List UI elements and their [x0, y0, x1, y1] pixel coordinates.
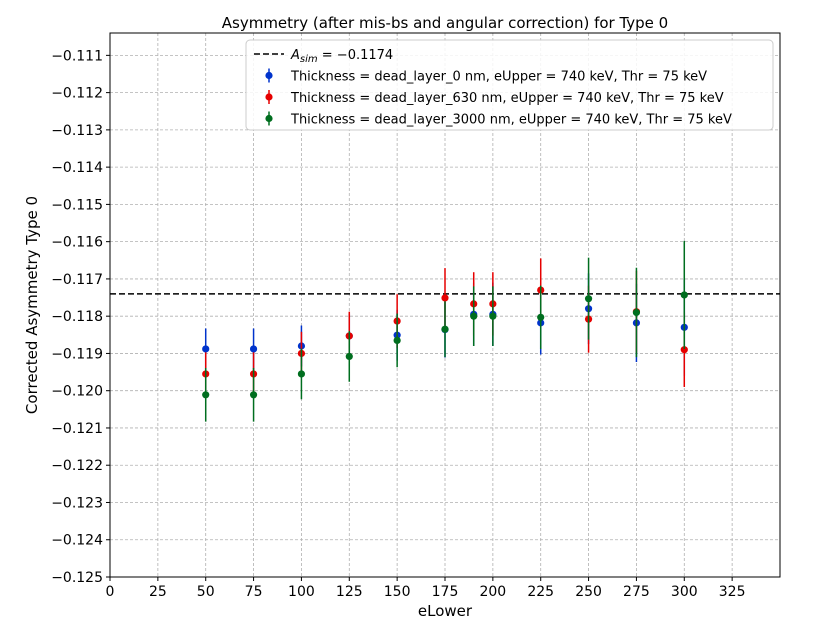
y-tick-label: −0.117	[51, 272, 103, 288]
data-point	[680, 291, 688, 299]
y-tick-label: −0.119	[51, 346, 103, 362]
x-tick-label: 250	[575, 584, 602, 600]
data-point	[202, 391, 210, 399]
x-tick-label: 0	[106, 584, 115, 600]
legend: Asim = −0.1174 Thickness = dead_layer_0 n…	[245, 39, 774, 131]
data-point	[249, 345, 258, 353]
data-point	[249, 391, 258, 399]
x-tick-label: 100	[288, 584, 315, 600]
x-axis-ticks: 0 25 50 75 100 125 150 175 200 225 250 275 300 325	[106, 577, 746, 600]
data-point	[202, 345, 210, 353]
data-point	[441, 325, 449, 333]
data-point	[632, 308, 641, 317]
y-tick-label: −0.112	[51, 86, 103, 102]
data-point	[470, 312, 478, 320]
y-tick-label: −0.113	[51, 123, 103, 139]
data-point	[441, 294, 449, 302]
data-point	[345, 352, 353, 361]
y-tick-label: −0.118	[51, 309, 103, 325]
x-tick-label: 75	[245, 584, 263, 600]
y-tick-label: −0.121	[51, 421, 103, 437]
x-tick-label: 325	[719, 584, 746, 600]
y-tick-label: −0.116	[51, 235, 103, 251]
series-layer	[202, 240, 688, 422]
y-tick-label: −0.115	[51, 197, 103, 213]
legend-ref-label: Asim = −0.1174	[290, 48, 393, 65]
legend-box	[245, 39, 774, 131]
x-tick-label: 50	[197, 584, 215, 600]
y-tick-label: −0.120	[51, 384, 103, 400]
x-tick-label: 125	[336, 584, 363, 600]
data-point	[297, 370, 306, 378]
x-tick-label: 275	[623, 584, 650, 600]
legend-label: Thickness = dead_layer_3000 nm, eUpper =…	[290, 113, 732, 128]
x-tick-label: 150	[384, 584, 411, 600]
x-axis-label: eLower	[418, 602, 473, 620]
x-tick-label: 175	[432, 584, 459, 600]
y-axis-label: Corrected Asymmetry Type 0	[23, 196, 41, 414]
y-tick-label: −0.124	[51, 533, 103, 549]
data-point	[584, 295, 593, 303]
legend-swatch-marker	[265, 114, 273, 123]
x-tick-label: 25	[149, 584, 167, 600]
data-point	[537, 313, 545, 321]
chart-title: Asymmetry (after mis-bs and angular corr…	[222, 14, 668, 32]
y-tick-label: −0.125	[51, 570, 103, 586]
data-point	[489, 312, 497, 320]
legend-label: Thickness = dead_layer_0 nm, eUpper = 74…	[290, 70, 707, 85]
y-axis-ticks: −0.125 −0.124 −0.123 −0.122 −0.121 −0.120 −0.1…	[51, 48, 110, 586]
x-tick-label: 225	[527, 584, 554, 600]
legend-swatch-marker	[265, 93, 273, 101]
data-point	[393, 336, 401, 344]
series-2	[202, 240, 688, 422]
y-tick-label: −0.114	[51, 160, 103, 176]
data-point	[680, 346, 688, 354]
y-tick-label: −0.111	[51, 48, 103, 64]
legend-label: Thickness = dead_layer_630 nm, eUpper = …	[290, 91, 724, 106]
y-tick-label: −0.122	[51, 458, 103, 474]
legend-swatch-marker	[265, 71, 273, 80]
x-tick-label: 300	[671, 584, 698, 600]
y-tick-label: −0.123	[51, 495, 103, 511]
x-tick-label: 200	[479, 584, 506, 600]
